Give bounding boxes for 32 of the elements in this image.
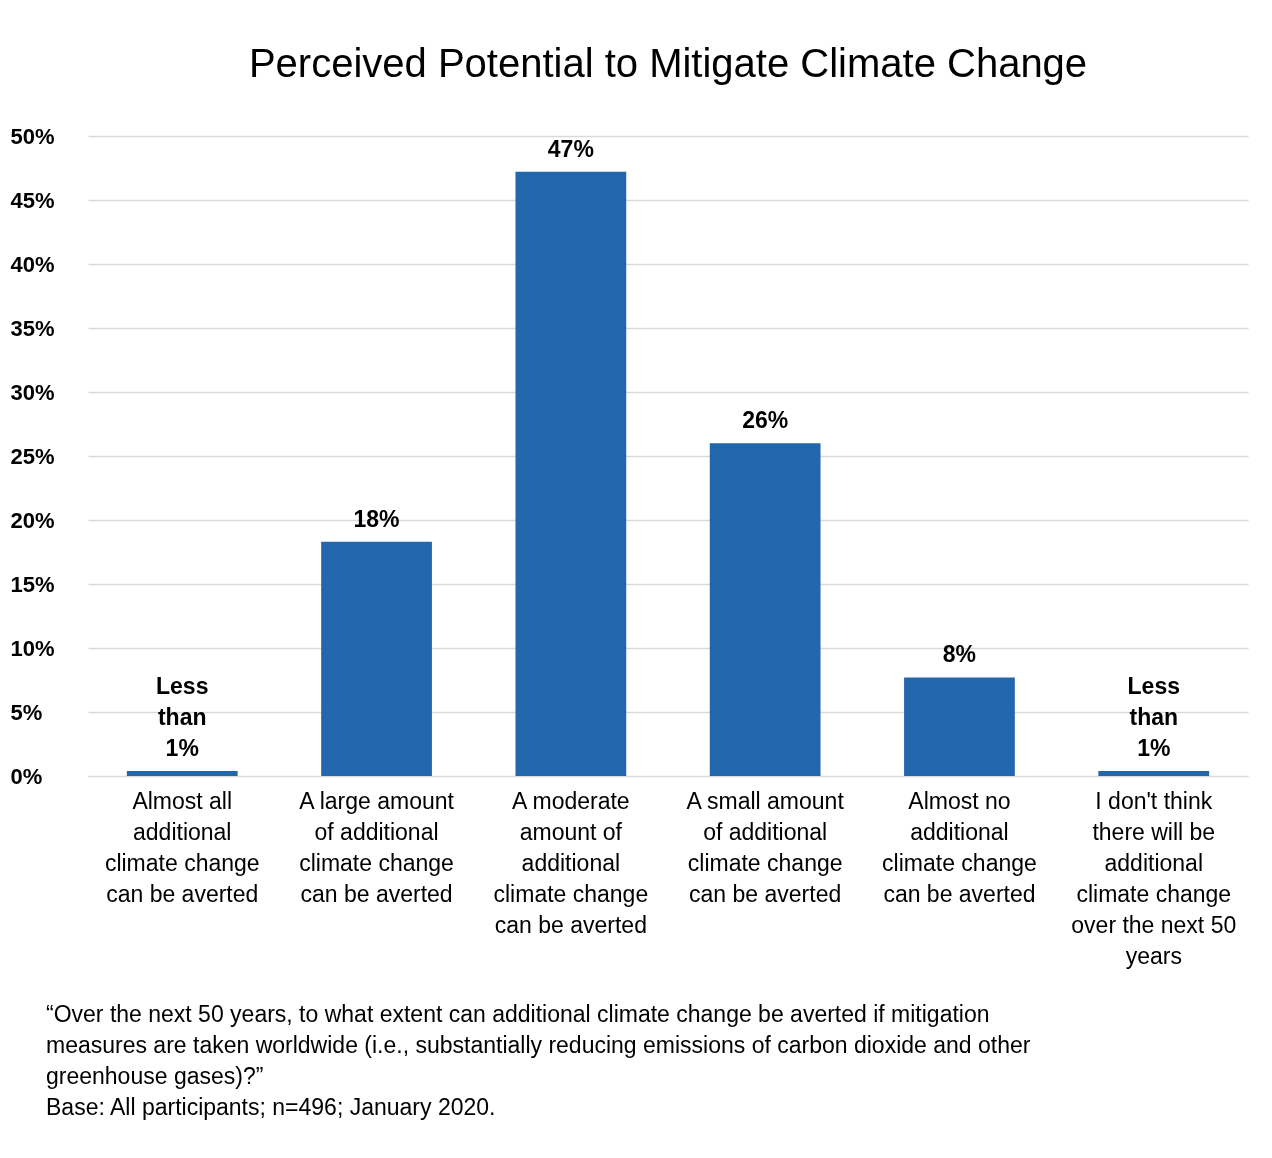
data-label: 8% xyxy=(942,641,977,668)
bar xyxy=(321,541,432,776)
x-tick-label: A small amount of additional climate change can be averted xyxy=(686,787,845,907)
x-tick-label: Almost no additional climate change can be averted xyxy=(882,787,1037,907)
bar xyxy=(515,171,627,776)
data-label: 47% xyxy=(547,135,594,162)
y-tick-label: 5% xyxy=(10,699,43,725)
x-tick-label: I don't think there will be additional climate change over the next 50 years xyxy=(1071,787,1237,969)
x-tick-label: A large amount of additional climate change can be averted xyxy=(299,787,455,907)
chart-title: Perceived Potential to Mitigate Climate Change xyxy=(248,41,1088,85)
bar xyxy=(126,770,238,776)
x-tick-label: Almost all additional climate change can be averted xyxy=(104,787,260,907)
y-tick-label: 15% xyxy=(10,571,55,597)
data-label: Less than 1% xyxy=(1127,672,1180,761)
text: “Over the next 50 years, to what extent can additional climate change be averted if mitigation measures are taken worldwide (i.e., substantially reducing emissions of carbon dioxide and other greenhouse gases)?” xyxy=(46,1001,1031,1089)
data-label: 18% xyxy=(353,505,400,532)
y-tick-label: 45% xyxy=(10,187,55,213)
y-tick-label: 35% xyxy=(10,315,55,341)
y-tick-label: 40% xyxy=(10,251,55,277)
data-label: 26% xyxy=(742,407,789,434)
text: Base: All participants; n=496; January 2020. xyxy=(46,1094,496,1120)
y-tick-label: 50% xyxy=(10,123,55,149)
x-tick-label: A moderate amount of additional climate change can be averted xyxy=(493,787,649,938)
y-tick-label: 20% xyxy=(10,507,55,533)
y-tick-label: 10% xyxy=(10,635,55,661)
y-tick-label: 0% xyxy=(10,763,43,789)
data-label: Less than 1% xyxy=(156,672,209,761)
bar xyxy=(1098,770,1210,776)
y-tick-label: 25% xyxy=(10,443,55,469)
bar xyxy=(709,443,821,776)
y-tick-label: 30% xyxy=(10,379,55,405)
bar xyxy=(904,677,1015,776)
